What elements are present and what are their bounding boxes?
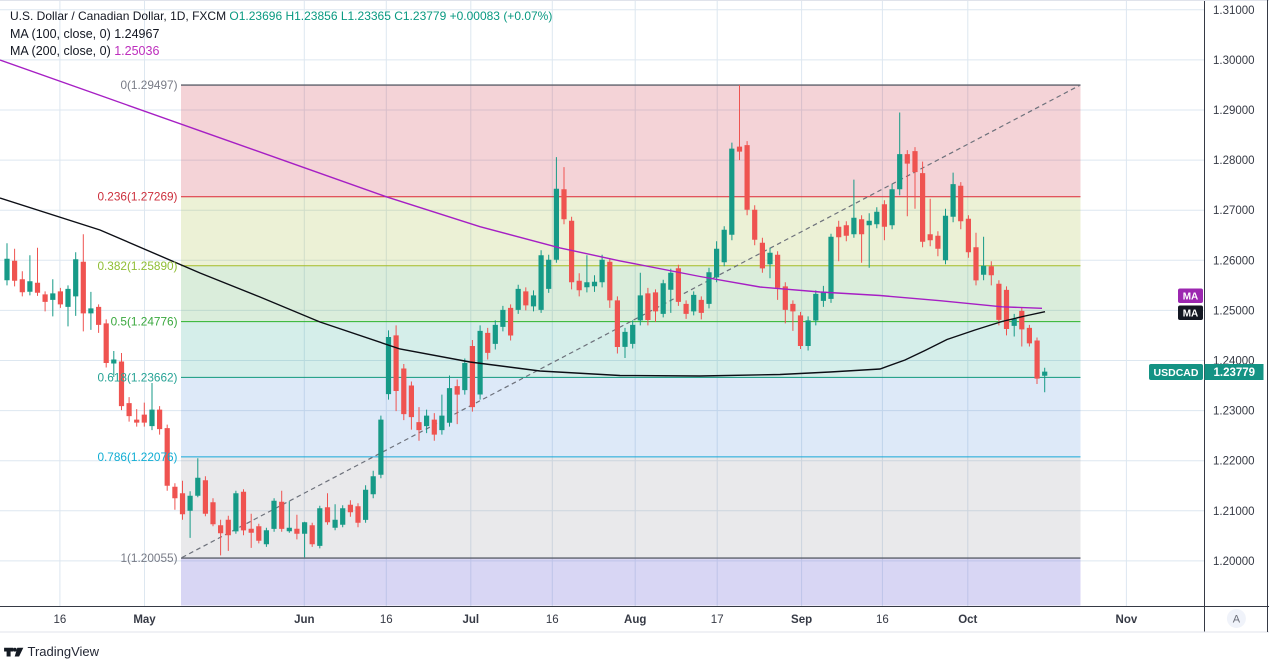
svg-text:1.29000: 1.29000 xyxy=(1213,105,1255,117)
svg-text:1.23779: 1.23779 xyxy=(1214,367,1256,379)
svg-text:U.S. Dollar / Canadian Dollar,: U.S. Dollar / Canadian Dollar, 1D, FXCM … xyxy=(10,9,552,23)
svg-text:A: A xyxy=(1233,614,1241,626)
svg-text:1.25000: 1.25000 xyxy=(1213,305,1255,317)
svg-text:TradingView: TradingView xyxy=(28,644,100,659)
svg-text:0.236(1.27269): 0.236(1.27269) xyxy=(97,190,177,204)
svg-text:May: May xyxy=(133,614,156,626)
svg-text:0.618(1.23662): 0.618(1.23662) xyxy=(97,370,177,384)
svg-text:MA (100, close, 0) 1.24967: MA (100, close, 0) 1.24967 xyxy=(10,27,159,41)
svg-text:16: 16 xyxy=(54,614,67,626)
svg-text:16: 16 xyxy=(380,614,393,626)
svg-text:Jun: Jun xyxy=(294,614,314,626)
svg-text:Nov: Nov xyxy=(1116,614,1138,626)
svg-text:16: 16 xyxy=(546,614,559,626)
svg-text:16: 16 xyxy=(876,614,889,626)
svg-text:0.786(1.22076): 0.786(1.22076) xyxy=(97,450,177,464)
svg-text:1.31000: 1.31000 xyxy=(1213,5,1255,17)
svg-text:17: 17 xyxy=(711,614,724,626)
svg-text:MA: MA xyxy=(1183,308,1199,319)
svg-text:Jul: Jul xyxy=(462,614,479,626)
svg-text:USDCAD: USDCAD xyxy=(1154,367,1199,379)
svg-text:1.20000: 1.20000 xyxy=(1213,556,1255,568)
svg-text:1.27000: 1.27000 xyxy=(1213,205,1255,217)
svg-text:Aug: Aug xyxy=(624,614,646,626)
svg-text:MA (200, close, 0) 1.25036: MA (200, close, 0) 1.25036 xyxy=(10,44,159,58)
svg-text:1.23000: 1.23000 xyxy=(1213,406,1255,418)
svg-text:Sep: Sep xyxy=(791,614,812,626)
svg-text:1.21000: 1.21000 xyxy=(1213,506,1255,518)
svg-text:1(1.20055): 1(1.20055) xyxy=(120,551,177,565)
svg-text:1.26000: 1.26000 xyxy=(1213,255,1255,267)
svg-text:1.30000: 1.30000 xyxy=(1213,55,1255,67)
svg-text:1.22000: 1.22000 xyxy=(1213,456,1255,468)
svg-text:MA: MA xyxy=(1183,291,1199,302)
svg-text:0(1.29497): 0(1.29497) xyxy=(120,78,177,92)
svg-text:1.28000: 1.28000 xyxy=(1213,155,1255,167)
svg-text:Oct: Oct xyxy=(958,614,977,626)
svg-text:0.5(1.24776): 0.5(1.24776) xyxy=(111,315,178,329)
svg-text:0.382(1.25890): 0.382(1.25890) xyxy=(97,259,177,273)
